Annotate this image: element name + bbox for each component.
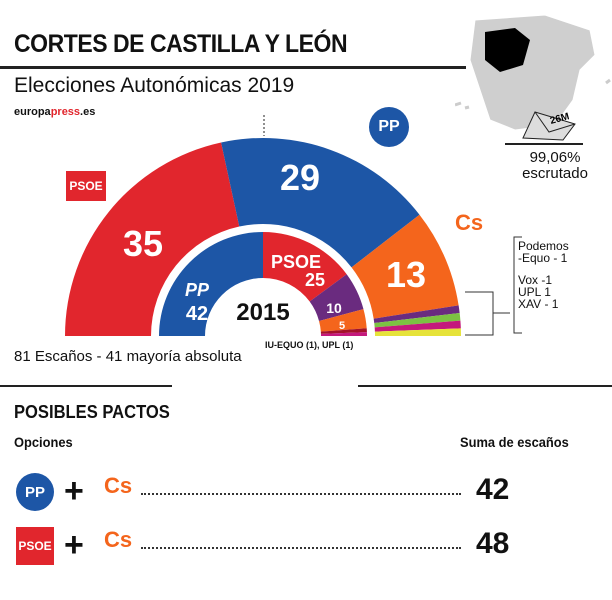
- seat-slice-2015-podemos: [309, 274, 364, 321]
- legend-podemos: Podemos: [518, 239, 569, 253]
- seat-slice-2019-pp: [221, 138, 420, 268]
- subtitle: Elecciones Autonómicas 2019: [14, 74, 295, 97]
- spain-map-icon: [455, 14, 611, 131]
- legend-vox: Vox -1: [518, 273, 553, 287]
- legend-upl: UPL 1: [518, 285, 551, 299]
- pp-2015-seats: 42: [186, 303, 208, 325]
- brand-logo: europapress.es: [14, 106, 95, 118]
- cs-logo: Cs: [104, 527, 133, 552]
- cs-2019-seats: 13: [386, 254, 426, 295]
- pact-total: 48: [476, 527, 510, 560]
- scrutiny-status: 99,06% escrutado: [500, 150, 610, 182]
- page-title: CORTES DE CASTILLA Y LEÓN: [14, 30, 348, 58]
- year-2015-label: 2015: [236, 299, 289, 326]
- brand-mid: press: [50, 106, 81, 118]
- plus-icon: +: [64, 472, 84, 510]
- pp-logo: PP: [369, 107, 409, 147]
- dotted-leader: [141, 493, 461, 495]
- hemicycle-chart: 35 29 13 42 PP PSOE 25 10 5 2015: [65, 115, 522, 336]
- seat-slice-2015-cs: [319, 309, 367, 332]
- title-divider: [0, 66, 466, 69]
- legend-bracket: [465, 236, 522, 336]
- pact-row-psoe-cs: PSOE + Cs 48: [14, 525, 594, 569]
- seat-slice-2019-xav: [374, 328, 461, 336]
- plus-icon: +: [64, 526, 84, 564]
- psoe-logo: PSOE: [16, 527, 54, 565]
- iu-upl-note: IU-EQUO (1), UPL (1): [265, 340, 354, 350]
- legend-podemos-seats: -Equo - 1: [518, 251, 568, 265]
- ballot-label: 26M: [549, 111, 571, 127]
- cs-2015-seats: 5: [339, 320, 345, 332]
- cs-logo: Cs: [104, 473, 133, 498]
- dotted-leader: [141, 547, 461, 549]
- scrutiny-percent: 99,06%: [529, 149, 581, 166]
- cs-logo: Cs: [455, 210, 484, 235]
- divider-left: [0, 385, 172, 387]
- scrutiny-label: escrutado: [522, 165, 588, 182]
- seat-slice-2015-pp: [159, 232, 263, 336]
- psoe-2015-seats: 25: [305, 270, 325, 290]
- seat-slice-2019-cs: [351, 214, 459, 319]
- psoe-2015-label: PSOE: [271, 252, 321, 272]
- seat-slice-2019-podemos-equo: [373, 305, 460, 323]
- seat-slice-2019-vox: [374, 313, 461, 328]
- options-label: Opciones: [14, 434, 73, 450]
- pact-row-pp-cs: PP + Cs 42: [14, 471, 594, 515]
- pp-logo: PP: [16, 473, 54, 511]
- seat-slice-2015-psoe: [263, 232, 347, 302]
- pacts-title: POSIBLES PACTOS: [14, 402, 170, 422]
- psoe-2019-seats: 35: [123, 223, 163, 264]
- legend-others: Podemos -Equo - 1 Vox -1 UPL 1 XAV - 1: [518, 240, 569, 310]
- brand-prefix: europa: [14, 106, 51, 118]
- seat-slice-2019-upl: [374, 320, 461, 332]
- seat-slice-2019-psoe: [65, 142, 240, 336]
- divider-right: [358, 385, 612, 387]
- ballot-box-icon: 26M: [505, 111, 583, 145]
- brand-suffix: .es: [80, 106, 96, 118]
- legend-xav: XAV - 1: [518, 297, 559, 311]
- seat-slice-2015-upl: [320, 332, 367, 336]
- pp-2015-label: PP: [185, 280, 210, 300]
- pp-2019-seats: 29: [280, 157, 320, 198]
- psoe-logo: PSOE: [66, 171, 106, 201]
- sum-label: Suma de escaños: [460, 434, 569, 450]
- seat-slice-2015-iu-equo: [320, 328, 367, 334]
- pact-total: 42: [476, 473, 510, 506]
- seats-summary: 81 Escaños - 41 mayoría absoluta: [14, 348, 242, 365]
- podemos-2015-seats: 10: [326, 300, 342, 316]
